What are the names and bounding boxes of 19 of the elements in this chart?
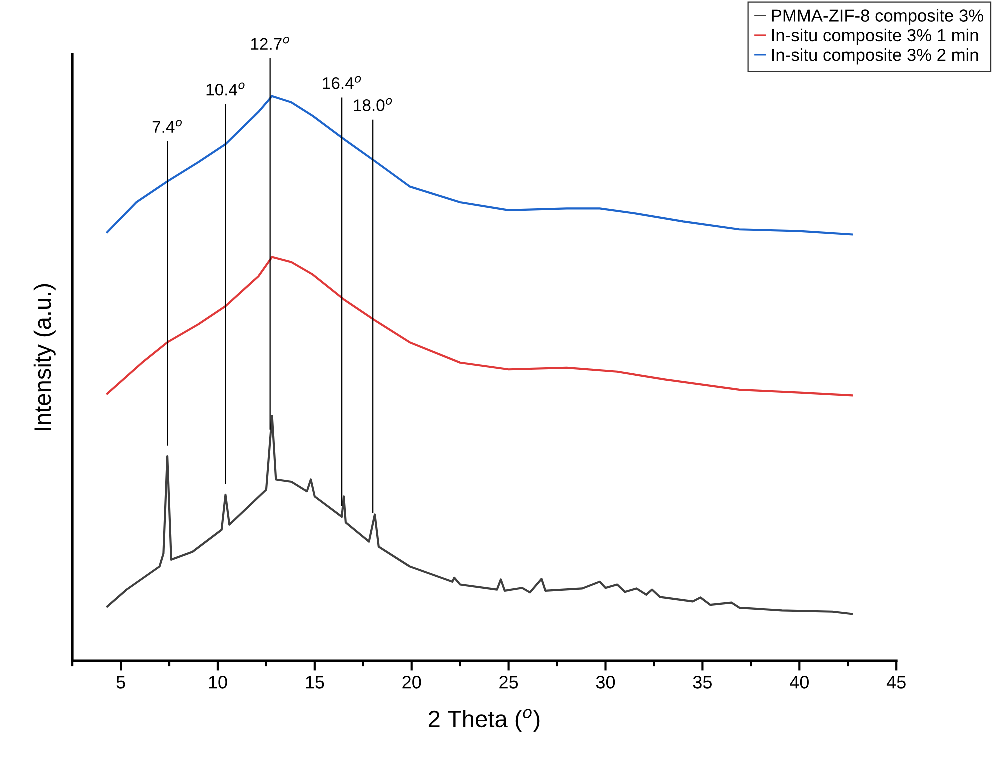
x-tick-label: 35	[693, 676, 712, 689]
x-tick-label: 10	[209, 676, 228, 689]
ref-line-label: 7.4$^{o}$	[152, 120, 182, 133]
x-axis-title: 2 Theta ($^{o}$)	[428, 709, 540, 732]
legend-label: In-situ composite 3% 2 min	[772, 48, 978, 65]
legend-label: In-situ composite 3% 1 min	[772, 28, 978, 46]
x-tick-label: 45	[886, 676, 906, 689]
legend-label: PMMA-ZIF-8 composite 3%	[772, 9, 984, 26]
y-axis-title: Intensity (a.u.)	[34, 284, 56, 430]
ref-line-label: 18.0$^{o}$	[354, 98, 392, 112]
ref-line-label: 12.7$^{o}$	[251, 36, 290, 50]
x-tick-label: 5	[116, 676, 126, 689]
x-tick-label: 15	[306, 676, 324, 689]
x-tick-label: 20	[402, 676, 422, 689]
ref-line-label: 16.4$^{o}$	[323, 76, 362, 90]
ref-line-label: 10.4$^{o}$	[206, 82, 245, 96]
x-tick-label: 25	[500, 676, 518, 689]
x-tick-label: 30	[596, 676, 616, 689]
x-tick-label: 40	[790, 676, 809, 689]
